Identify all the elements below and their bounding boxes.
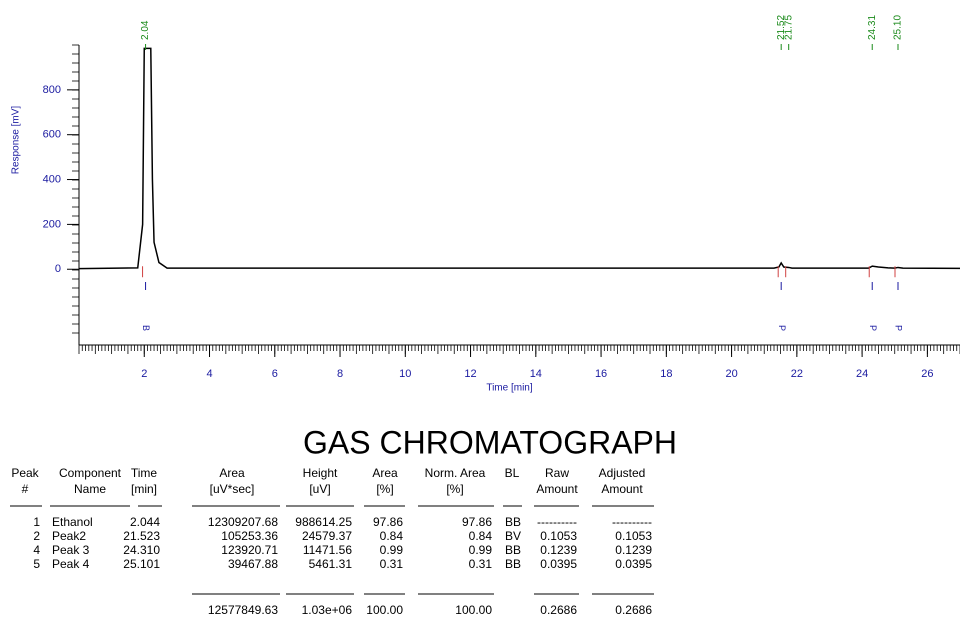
cell: 21.523 <box>123 529 160 543</box>
column-header: BL <box>505 466 520 480</box>
report-title: GAS CHROMATOGRAPH <box>303 424 677 460</box>
total-cell: 0.2686 <box>615 603 652 617</box>
column-header: [min] <box>131 482 157 496</box>
cell: 0.99 <box>380 543 404 557</box>
column-header: Amount <box>536 482 578 496</box>
column-header: Area <box>372 466 398 480</box>
cell: 0.99 <box>469 543 493 557</box>
column-header: Peak <box>11 466 39 480</box>
y-tick-label: 400 <box>43 173 61 185</box>
x-tick-label: 20 <box>725 368 737 380</box>
peak-code: P <box>868 325 878 331</box>
cell: BV <box>505 529 521 543</box>
cell: 5 <box>33 557 40 571</box>
x-tick-label: 14 <box>530 368 542 380</box>
cell: 123920.71 <box>221 543 278 557</box>
cell: 24579.37 <box>302 529 352 543</box>
y-tick-label: 600 <box>43 129 61 141</box>
peak-label: 2.04 <box>140 20 151 40</box>
cell: 0.31 <box>469 557 493 571</box>
trace <box>78 47 960 270</box>
column-header: [uV*sec] <box>210 482 255 496</box>
cell: 5461.31 <box>309 557 353 571</box>
x-tick-label: 10 <box>399 368 411 380</box>
cell: 0.1239 <box>615 543 652 557</box>
total-cell: 0.2686 <box>540 603 577 617</box>
cell: 0.0395 <box>615 557 652 571</box>
cell: Ethanol <box>52 515 93 529</box>
cell: 39467.88 <box>228 557 278 571</box>
total-cell: 12577849.63 <box>208 603 278 617</box>
y-tick-label: 0 <box>55 263 61 275</box>
column-header: Time <box>131 466 158 480</box>
column-header: Amount <box>601 482 643 496</box>
peak-label: 24.31 <box>867 15 878 40</box>
x-axis-label: Time [min] <box>486 383 533 394</box>
column-header: Adjusted <box>599 466 646 480</box>
cell: 4 <box>33 543 40 557</box>
x-tick-label: 8 <box>337 368 343 380</box>
cell: 988614.25 <box>295 515 352 529</box>
x-tick-label: 2 <box>141 368 147 380</box>
cell: 25.101 <box>123 557 160 571</box>
x-tick-label: 24 <box>856 368 868 380</box>
cell: 12309207.68 <box>208 515 278 529</box>
column-header: [uV] <box>309 482 330 496</box>
x-tick-label: 18 <box>660 368 672 380</box>
column-header: [%] <box>446 482 463 496</box>
cell: 2 <box>33 529 40 543</box>
cell: 97.86 <box>373 515 403 529</box>
peak-label: 25.10 <box>893 15 904 40</box>
peak-label: 21.75 <box>783 15 794 40</box>
cell: 2.044 <box>130 515 160 529</box>
x-tick-label: 22 <box>791 368 803 380</box>
column-header: Component <box>59 466 122 480</box>
cell: ---------- <box>537 515 577 529</box>
peak-code: B <box>141 325 151 331</box>
cell: 105253.36 <box>221 529 278 543</box>
cell: Peak 3 <box>52 543 90 557</box>
cell: 24.310 <box>123 543 160 557</box>
y-tick-label: 800 <box>43 84 61 96</box>
cell: BB <box>505 515 521 529</box>
x-tick-label: 4 <box>206 368 212 380</box>
cell: 1 <box>33 515 40 529</box>
peak-code: P <box>894 325 904 331</box>
cell: 0.1053 <box>615 529 652 543</box>
x-tick-label: 6 <box>272 368 278 380</box>
column-header: Name <box>74 482 106 496</box>
column-header: Height <box>303 466 338 480</box>
y-tick-label: 200 <box>43 218 61 230</box>
total-cell: 1.03e+06 <box>302 603 353 617</box>
column-header: # <box>22 482 29 496</box>
column-header: Raw <box>545 466 569 480</box>
x-tick-label: 12 <box>464 368 476 380</box>
cell: 0.84 <box>469 529 493 543</box>
column-header: [%] <box>376 482 393 496</box>
cell: 0.0395 <box>540 557 577 571</box>
column-header: Area <box>219 466 245 480</box>
column-header: Norm. Area <box>425 466 486 480</box>
cell: BB <box>505 543 521 557</box>
y-axis-label: Response [mV] <box>11 106 22 175</box>
cell: BB <box>505 557 521 571</box>
total-cell: 100.00 <box>455 603 492 617</box>
cell: 11471.56 <box>303 543 352 557</box>
total-cell: 100.00 <box>366 603 403 617</box>
cell: 0.1053 <box>540 529 577 543</box>
cell: 97.86 <box>462 515 492 529</box>
cell: ---------- <box>612 515 652 529</box>
peak-label: 21.52 <box>776 15 787 40</box>
cell: 0.31 <box>380 557 404 571</box>
cell: Peak2 <box>52 529 86 543</box>
cell: 0.1239 <box>540 543 577 557</box>
x-tick-label: 26 <box>921 368 933 380</box>
peak-code: P <box>777 325 787 331</box>
cell: 0.84 <box>380 529 404 543</box>
cell: Peak 4 <box>52 557 90 571</box>
x-tick-label: 16 <box>595 368 607 380</box>
